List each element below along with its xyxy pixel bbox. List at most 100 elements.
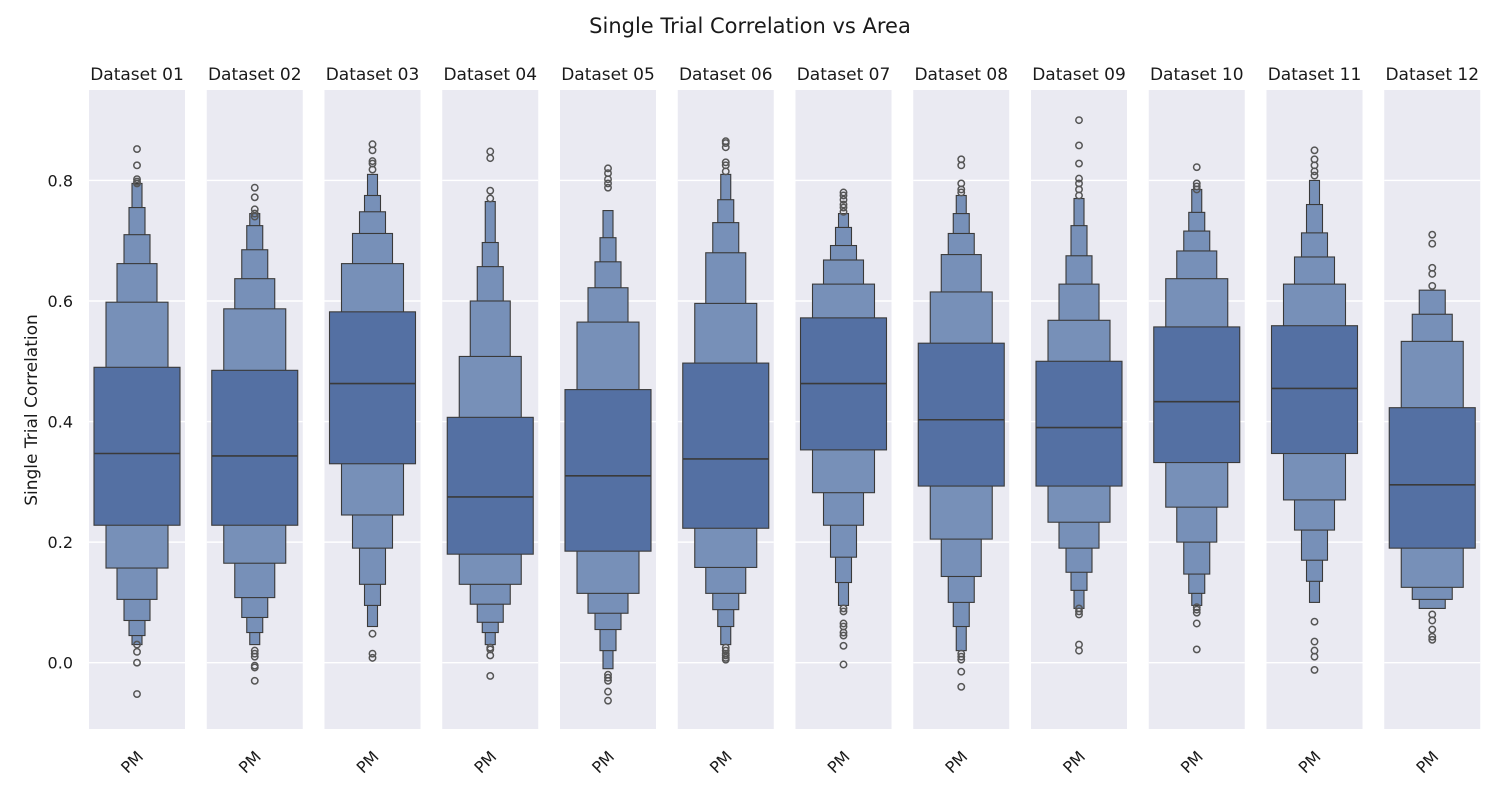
outlier-point bbox=[839, 607, 848, 616]
outlier-point bbox=[133, 647, 141, 656]
outlier-point bbox=[839, 641, 848, 650]
panel-title: Dataset 10 bbox=[1150, 65, 1244, 85]
panel-title: Dataset 08 bbox=[914, 65, 1008, 85]
y-tick-label: 0.6 bbox=[48, 292, 73, 311]
x-tick-label: PM bbox=[353, 747, 383, 777]
outlier-point bbox=[368, 653, 377, 662]
outlier-point bbox=[1192, 645, 1201, 654]
outlier-point bbox=[1428, 239, 1437, 248]
x-tick-label: PM bbox=[1295, 747, 1325, 777]
panel-title: Dataset 07 bbox=[797, 65, 891, 85]
outlier-point bbox=[839, 188, 848, 197]
outlier-point bbox=[368, 146, 377, 155]
panel-6: Dataset 06 PM bbox=[677, 65, 774, 777]
outlier-point bbox=[368, 629, 377, 638]
outlier-point bbox=[1428, 635, 1437, 644]
outlier-point bbox=[957, 188, 966, 197]
boxen-level bbox=[211, 369, 299, 526]
x-tick-label: PM bbox=[1059, 747, 1089, 777]
outlier-point bbox=[1428, 230, 1437, 239]
outlier-point bbox=[839, 604, 848, 613]
y-tick-label: 0.2 bbox=[48, 533, 73, 552]
panel-12: Dataset 12 PM bbox=[1384, 65, 1481, 777]
panel-1: Dataset 01 PM bbox=[89, 65, 185, 777]
boxen-level bbox=[1270, 325, 1359, 455]
outlier-point bbox=[839, 207, 848, 216]
outlier-point bbox=[133, 161, 141, 170]
outlier-point bbox=[1075, 141, 1083, 150]
panel-5: Dataset 05 PM bbox=[560, 65, 656, 777]
x-tick-label: PM bbox=[706, 747, 736, 777]
outlier-point bbox=[839, 619, 848, 628]
panel-3: Dataset 03 PM bbox=[324, 65, 421, 777]
outlier-point bbox=[1075, 646, 1083, 655]
outlier-point bbox=[1428, 632, 1437, 641]
outlier-point bbox=[1192, 608, 1201, 617]
panel-4: Dataset 04 PM bbox=[442, 65, 539, 777]
outlier-point bbox=[368, 157, 377, 166]
outlier-point bbox=[839, 628, 848, 637]
x-tick-label: PM bbox=[588, 747, 618, 777]
outlier-point bbox=[1310, 637, 1319, 646]
outlier-point bbox=[1310, 617, 1319, 626]
outlier-point bbox=[839, 660, 848, 669]
boxen-level bbox=[917, 342, 1005, 487]
boxen-level bbox=[564, 389, 652, 552]
outlier-point bbox=[721, 143, 730, 152]
outlier-point bbox=[1075, 174, 1083, 183]
panel-title: Dataset 01 bbox=[90, 65, 184, 85]
outlier-point bbox=[1192, 603, 1201, 612]
x-tick-label: PM bbox=[941, 747, 971, 777]
panel-title: Dataset 12 bbox=[1385, 65, 1479, 85]
outlier-point bbox=[1428, 269, 1437, 278]
outlier-point bbox=[1075, 159, 1083, 168]
panel-title: Dataset 04 bbox=[443, 65, 537, 85]
outlier-point bbox=[1075, 610, 1083, 619]
panel-2: Dataset 02 PM bbox=[206, 65, 303, 777]
outlier-point bbox=[1075, 607, 1083, 616]
outlier-point bbox=[957, 161, 966, 170]
outlier-point bbox=[1428, 616, 1437, 625]
outlier-point bbox=[1192, 619, 1201, 628]
outlier-point bbox=[604, 687, 612, 696]
outlier-point bbox=[721, 655, 730, 664]
outlier-point bbox=[1428, 281, 1437, 290]
outlier-point bbox=[839, 200, 848, 209]
outlier-point bbox=[133, 658, 141, 667]
outlier-point bbox=[486, 672, 495, 680]
outlier-point bbox=[604, 179, 612, 188]
outlier-point bbox=[1310, 652, 1319, 661]
chart-title: Single Trial Correlation vs Area bbox=[589, 14, 911, 38]
x-tick-label: PM bbox=[235, 747, 265, 777]
outlier-point bbox=[1310, 665, 1319, 674]
outlier-point bbox=[957, 185, 966, 194]
boxen-level bbox=[682, 362, 770, 529]
outlier-point bbox=[1075, 116, 1083, 125]
outlier-point bbox=[1310, 167, 1319, 176]
panel-title: Dataset 05 bbox=[561, 65, 655, 85]
outlier-point bbox=[839, 195, 848, 204]
boxen-level bbox=[1035, 360, 1123, 487]
panel-10: Dataset 10 PM bbox=[1148, 65, 1245, 777]
outlier-point bbox=[1075, 191, 1083, 200]
outlier-point bbox=[839, 631, 848, 640]
outlier-point bbox=[957, 682, 966, 691]
panel-8: Dataset 08 PM bbox=[913, 65, 1010, 777]
outlier-point bbox=[957, 655, 966, 664]
boxen-level bbox=[328, 311, 417, 465]
outlier-point bbox=[604, 676, 612, 685]
panel-title: Dataset 06 bbox=[679, 65, 773, 85]
outlier-point bbox=[839, 191, 848, 200]
outlier-point bbox=[250, 212, 259, 221]
panel-7: Dataset 07 PM bbox=[795, 65, 892, 777]
outlier-point bbox=[721, 158, 730, 167]
x-tick-label: PM bbox=[117, 747, 147, 777]
outlier-point bbox=[250, 652, 259, 661]
y-tick-label: 0.0 bbox=[48, 654, 73, 673]
outlier-point bbox=[1192, 182, 1201, 191]
outlier-point bbox=[250, 193, 259, 202]
outlier-point bbox=[133, 640, 141, 649]
